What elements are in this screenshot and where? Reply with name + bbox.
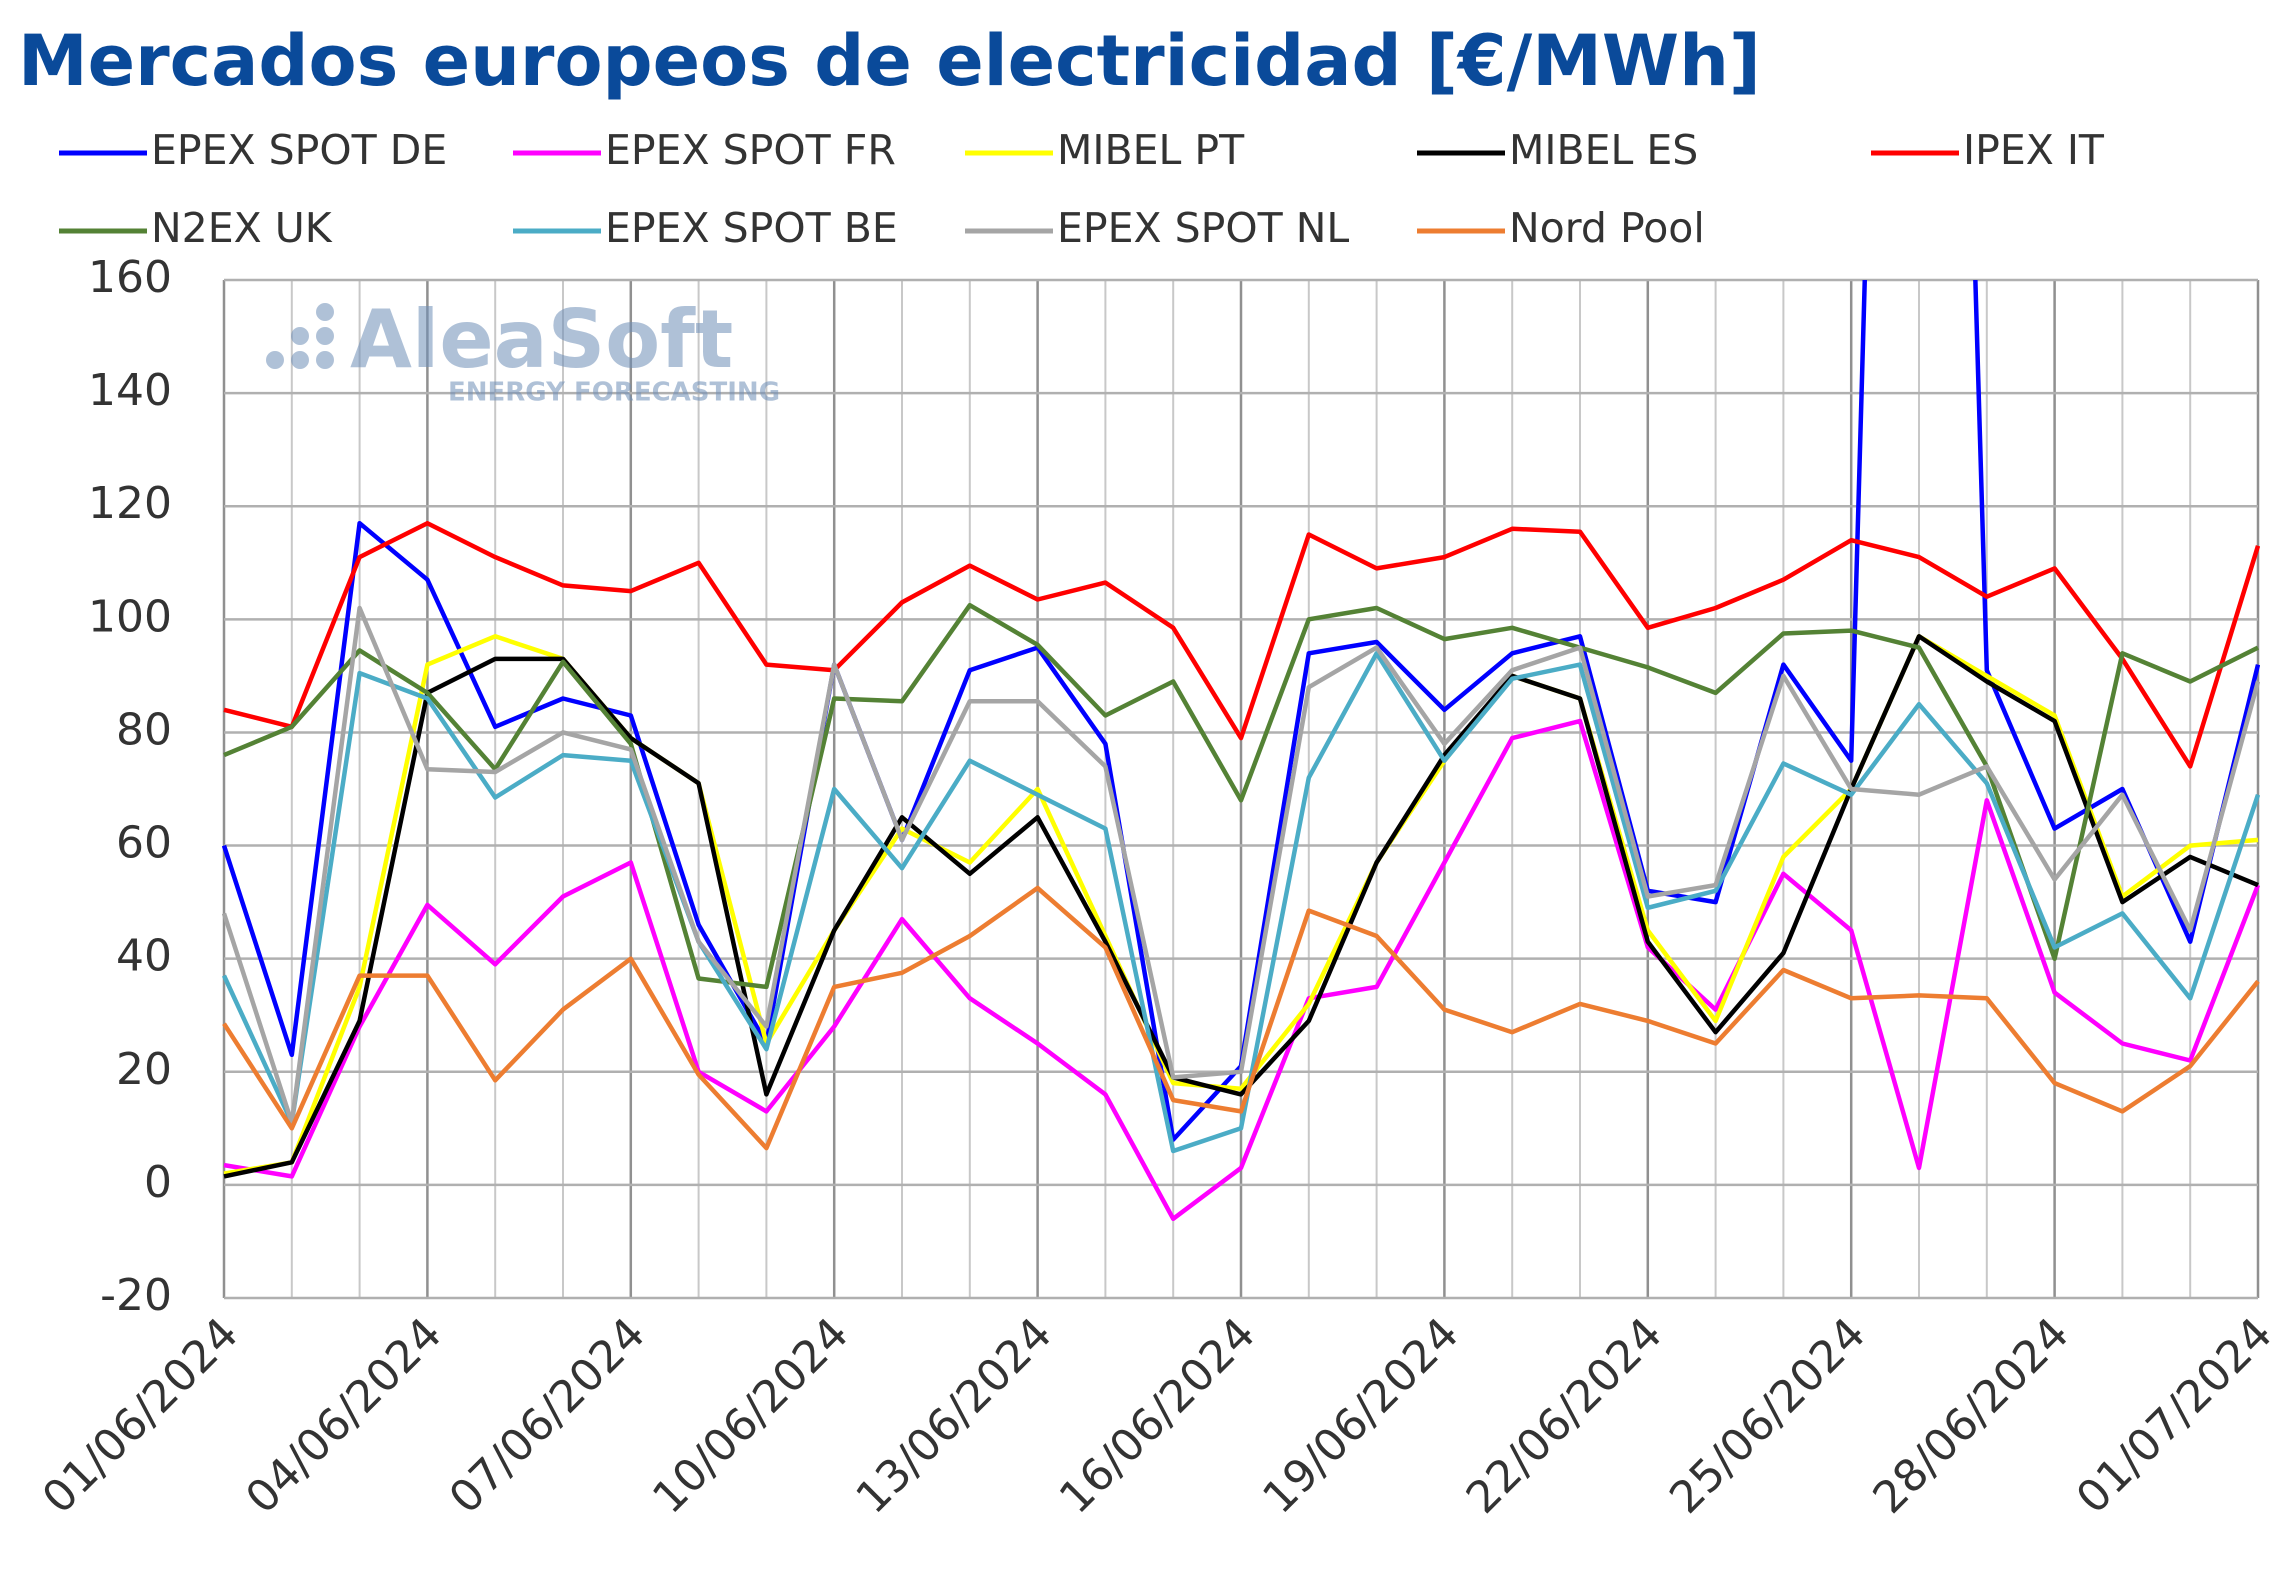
logo-dot — [316, 303, 334, 321]
logo-dot — [291, 327, 309, 345]
legend-label: EPEX SPOT BE — [605, 204, 898, 252]
y-tick-label: 80 — [116, 704, 172, 755]
logo-dot — [291, 351, 309, 369]
series-line — [223, 602, 2260, 990]
y-tick-label: 100 — [88, 591, 172, 642]
y-tick-label: 160 — [88, 252, 172, 303]
legend-label: EPEX SPOT NL — [1057, 204, 1349, 252]
y-tick-label: 40 — [116, 931, 172, 982]
x-tick-label: 19/06/2024 — [1253, 1308, 1468, 1523]
y-tick-label: 140 — [88, 365, 172, 416]
legend-label: MIBEL PT — [1057, 126, 1245, 174]
x-tick-label: 10/06/2024 — [643, 1308, 858, 1523]
y-tick-label: 20 — [116, 1044, 172, 1095]
logo-dot — [316, 351, 334, 369]
series-line — [223, 520, 2260, 769]
legend-label: Nord Pool — [1509, 204, 1705, 252]
legend-label: IPEX IT — [1963, 126, 2105, 174]
x-tick-label: 25/06/2024 — [1660, 1308, 1875, 1523]
series-line — [222, 651, 2260, 1154]
y-tick-label: 120 — [88, 478, 172, 529]
x-tick-label: 16/06/2024 — [1050, 1308, 1265, 1523]
series-line — [222, 605, 2260, 1125]
y-tick-label: 0 — [144, 1157, 172, 1208]
legend-label: EPEX SPOT FR — [605, 126, 896, 174]
x-tick-label: 22/06/2024 — [1457, 1308, 1672, 1523]
legend-label: EPEX SPOT DE — [151, 126, 447, 174]
y-tick-label: 60 — [116, 818, 172, 869]
logo-dot — [316, 327, 334, 345]
chart-title: Mercados europeos de electricidad [€/MWh… — [18, 20, 1761, 102]
x-tick-label: 13/06/2024 — [846, 1308, 1061, 1523]
legend-label: MIBEL ES — [1509, 126, 1698, 174]
x-tick-label: 01/07/2024 — [2067, 1308, 2282, 1523]
y-tick-label: -20 — [100, 1270, 172, 1321]
watermark: AleaSoft ENERGY FORECASTING — [266, 293, 780, 408]
watermark-tagline: ENERGY FORECASTING — [448, 378, 780, 408]
legend-label: N2EX UK — [151, 204, 333, 252]
x-tick-label: 01/06/2024 — [33, 1308, 248, 1523]
logo-dot — [266, 351, 284, 369]
series-line — [222, 885, 2260, 1151]
x-tick-label: 04/06/2024 — [236, 1308, 451, 1523]
x-tick-label: 28/06/2024 — [1863, 1308, 2078, 1523]
grid — [222, 278, 2260, 1300]
series-line — [223, 718, 2260, 1222]
x-tick-label: 07/06/2024 — [440, 1308, 655, 1523]
series-line — [223, 634, 2259, 1179]
watermark-brand: AleaSoft — [350, 293, 733, 386]
